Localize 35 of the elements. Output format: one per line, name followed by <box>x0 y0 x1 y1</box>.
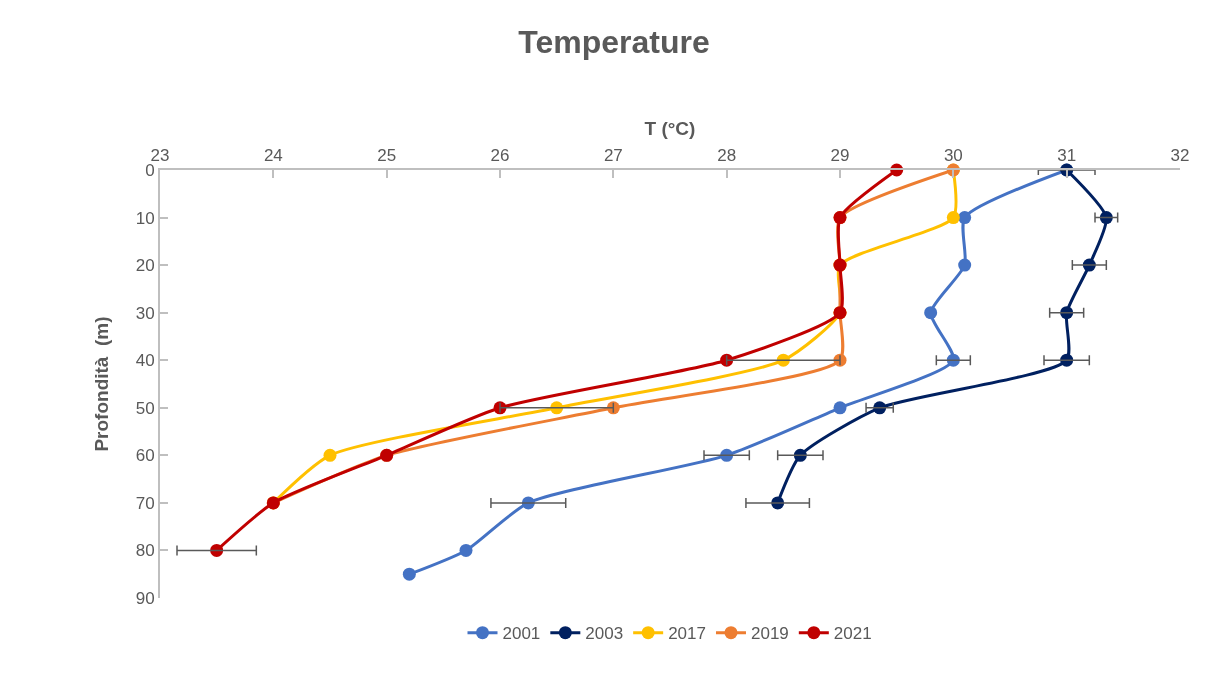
y-tick-label: 90 <box>135 588 155 608</box>
point <box>924 306 938 320</box>
x-tick-label: 24 <box>263 146 283 166</box>
y-tick-label: 0 <box>145 160 155 180</box>
x-tick-label: 26 <box>490 146 510 166</box>
point <box>833 401 847 415</box>
point <box>958 258 972 272</box>
legend-label: 2003 <box>585 624 624 644</box>
x-axis-title: T (°C) <box>644 117 696 139</box>
legend-label: 2021 <box>833 624 872 644</box>
point <box>323 448 337 462</box>
x-tick-label: 31 <box>1057 146 1077 166</box>
point <box>958 211 972 225</box>
chart-title: Temperature <box>518 23 710 60</box>
legend-label: 2017 <box>668 624 706 644</box>
x-tick-label: 30 <box>943 146 963 166</box>
y-tick-label: 30 <box>135 303 155 323</box>
x-tick-label: 25 <box>377 146 397 166</box>
y-tick-label: 70 <box>135 493 155 513</box>
point <box>459 543 473 557</box>
y-tick-label: 40 <box>135 351 155 371</box>
x-tick-label: 29 <box>830 146 850 166</box>
y-tick-label: 50 <box>135 398 155 418</box>
x-tick-label: 28 <box>717 146 737 166</box>
x-tick-label: 27 <box>603 146 623 166</box>
y-tick-label: 60 <box>135 446 155 466</box>
point <box>946 211 960 225</box>
legend-label: 2001 <box>502 624 541 644</box>
y-tick-label: 80 <box>135 541 155 561</box>
y-axis-title: Profondità (m) <box>91 316 113 452</box>
point <box>402 567 416 581</box>
x-tick-label: 32 <box>1170 146 1190 166</box>
y-tick-label: 20 <box>135 256 155 276</box>
legend-label: 2019 <box>750 624 789 644</box>
y-tick-label: 10 <box>135 208 155 228</box>
